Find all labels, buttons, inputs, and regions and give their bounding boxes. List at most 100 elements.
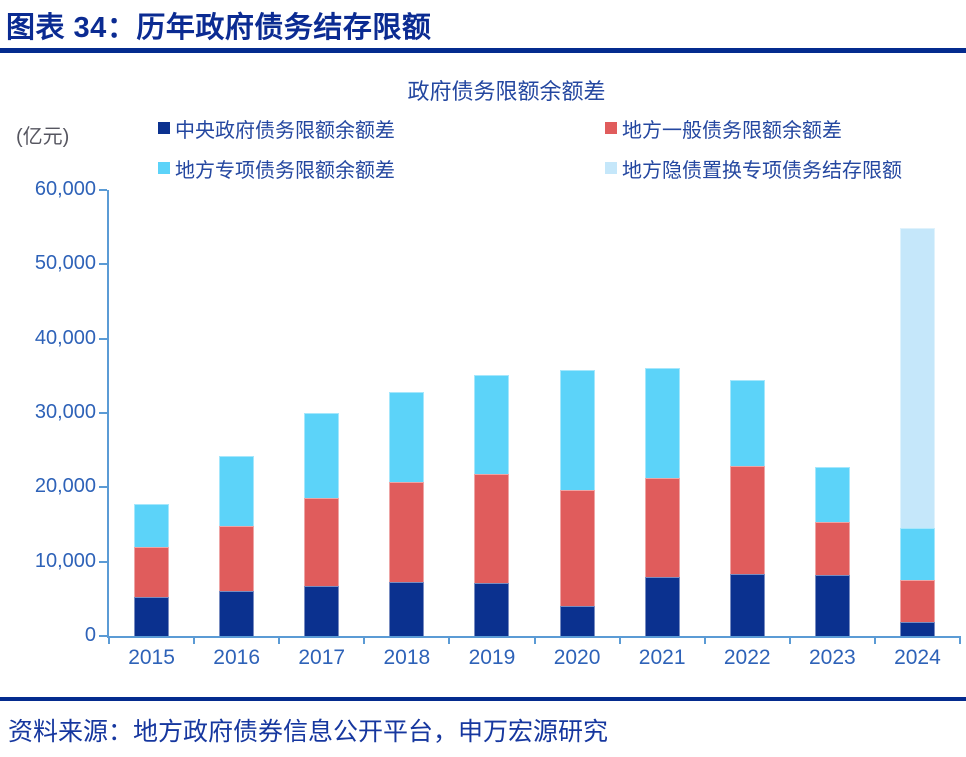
- y-tick-mark: [99, 560, 107, 563]
- x-tick-mark: [448, 636, 451, 644]
- legend-item-1: 地方一般债务限额余额差: [605, 113, 842, 143]
- stacked-bar-2019: [474, 190, 510, 636]
- bar-segment: [134, 596, 170, 636]
- bar-segment: [899, 621, 935, 636]
- y-axis-unit-label: (亿元): [16, 126, 70, 148]
- x-tick-mark: [108, 636, 110, 644]
- bar-segment: [559, 490, 595, 606]
- x-tick-mark: [278, 636, 281, 644]
- stacked-bar-2016: [219, 190, 255, 636]
- bar-segment: [814, 522, 850, 576]
- bar-segment: [389, 581, 425, 636]
- legend-swatch-icon: [158, 122, 170, 134]
- y-tick-mark: [99, 412, 107, 414]
- y-tick-label: 60,000: [34, 178, 96, 200]
- bar-segment: [219, 591, 255, 636]
- x-axis-label-2019: 2019: [468, 646, 516, 669]
- x-axis-label-2021: 2021: [638, 646, 686, 669]
- bar-segment: [729, 465, 765, 574]
- x-tick-mark: [363, 636, 366, 644]
- bar-slot-2023: [790, 190, 875, 636]
- y-tick-mark: [99, 635, 107, 637]
- legend-label: 地方专项债务限额余额差: [175, 159, 395, 182]
- bar-slot-2017: [279, 190, 364, 636]
- bar-segment: [559, 369, 595, 491]
- bar-segment: [644, 368, 680, 479]
- legend-item-0: 中央政府债务限额余额差: [158, 113, 395, 143]
- x-axis-label-2024: 2024: [894, 646, 941, 669]
- bar-slot-2016: [194, 190, 279, 636]
- stacked-bar-2022: [729, 190, 765, 636]
- legend-row-2: 地方专项债务限额余额差 地方隐债置换专项债务结存限额: [0, 153, 966, 183]
- bar-segment: [899, 527, 935, 580]
- bar-segment: [644, 577, 680, 636]
- chart-title: 政府债务限额余额差: [407, 79, 606, 104]
- x-tick-mark: [788, 636, 791, 644]
- y-tick-label: 30,000: [34, 401, 96, 423]
- legend-label: 中央政府债务限额余额差: [175, 119, 395, 142]
- x-axis-label-2016: 2016: [213, 646, 260, 669]
- stacked-bar-2017: [304, 190, 340, 636]
- stacked-bar-2021: [644, 190, 680, 636]
- x-tick-mark: [618, 636, 621, 644]
- stacked-bar-2018: [389, 190, 425, 636]
- figure-title: 图表 34：历年政府债务结存限额: [6, 12, 432, 44]
- x-tick-mark: [193, 636, 196, 644]
- bar-segment: [899, 227, 935, 528]
- bar-segment: [134, 546, 170, 597]
- legend-label: 地方一般债务限额余额差: [622, 119, 842, 142]
- bar-segment: [644, 478, 680, 578]
- y-tick-label: 40,000: [34, 326, 96, 349]
- legend-item-2: 地方专项债务限额余额差: [158, 153, 395, 183]
- source-note: 资料来源：地方政府债券信息公开平台，申万宏源研究: [8, 718, 609, 746]
- bar-segment: [559, 605, 595, 636]
- y-tick-label: 0: [84, 624, 96, 646]
- bar-slot-2022: [705, 190, 790, 636]
- x-tick-mark: [873, 636, 876, 644]
- y-tick-mark: [99, 189, 107, 191]
- bar-segment: [219, 456, 255, 526]
- legend-item-3: 地方隐债置换专项债务结存限额: [605, 153, 902, 183]
- bar-slot-2020: [535, 190, 620, 636]
- bar-segment: [814, 467, 850, 523]
- plot-area: 60,000 50,000 40,000 30,000 20,000 10,000 0 201…: [35, 178, 961, 669]
- bar-segment: [304, 497, 340, 587]
- bar-segment: [474, 473, 510, 584]
- x-axis-label-2018: 2018: [383, 646, 431, 669]
- x-tick-mark: [703, 636, 706, 644]
- footer-divider: [0, 697, 966, 701]
- y-tick-mark: [99, 486, 107, 489]
- x-tick-mark: [959, 636, 961, 644]
- bar-slot-2021: [620, 190, 705, 636]
- bar-segment: [219, 526, 255, 592]
- x-axis-label-2015: 2015: [128, 646, 175, 669]
- bar-segment: [474, 583, 510, 636]
- legend-swatch-icon: [605, 162, 617, 174]
- stacked-bar-2023: [814, 190, 850, 636]
- x-tick-mark: [533, 636, 536, 644]
- stacked-bar-2024: [899, 190, 935, 636]
- y-tick-label: 20,000: [34, 475, 96, 498]
- legend-label: 地方隐债置换专项债务结存限额: [622, 159, 902, 182]
- y-tick-label: 50,000: [34, 252, 96, 275]
- bar-segment: [474, 375, 510, 474]
- bar-segment: [729, 380, 765, 466]
- legend-swatch-icon: [605, 122, 617, 134]
- stacked-bar-2020: [559, 190, 595, 636]
- bar-segment: [729, 573, 765, 636]
- x-axis-label-2022: 2022: [723, 646, 771, 669]
- bar-segment: [899, 579, 935, 622]
- stacked-bar-2015: [134, 190, 170, 636]
- bar-segment: [389, 482, 425, 582]
- bar-segment: [134, 503, 170, 547]
- bar-segment: [389, 392, 425, 483]
- bar-slot-2019: [449, 190, 534, 636]
- legend-swatch-icon: [158, 162, 170, 174]
- bar-slot-2024: [875, 190, 960, 636]
- y-tick-mark: [99, 337, 107, 340]
- x-axis-label-2023: 2023: [808, 646, 856, 669]
- x-axis-label-2020: 2020: [553, 646, 601, 669]
- y-tick-label: 10,000: [34, 549, 96, 572]
- header-divider: [0, 48, 966, 53]
